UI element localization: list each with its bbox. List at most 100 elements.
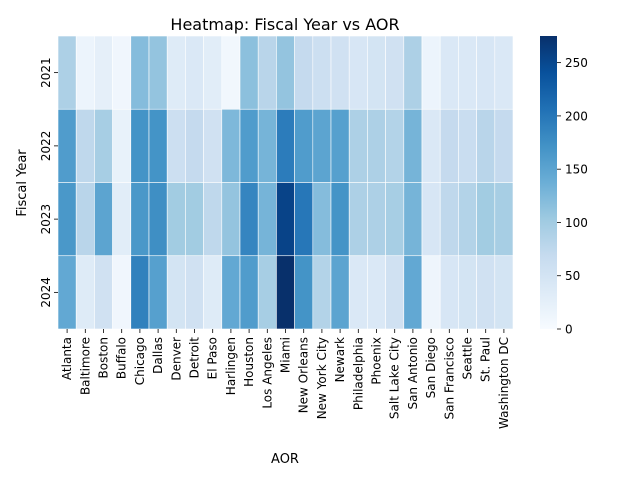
heatmap-cell xyxy=(75,255,95,330)
heatmap-cell xyxy=(148,255,168,330)
heatmap-cell xyxy=(330,35,350,110)
heatmap-cell xyxy=(294,108,314,183)
heatmap-cell xyxy=(458,108,477,183)
heatmap-cell xyxy=(221,182,241,257)
x-tick-label: San Francisco xyxy=(442,337,456,419)
x-tick-label: Houston xyxy=(242,337,256,387)
colorbar-tick-label: 50 xyxy=(565,269,580,283)
x-tick-label: Washington DC xyxy=(497,337,511,429)
heatmap-cell xyxy=(57,108,77,183)
heatmap-cell xyxy=(276,35,295,110)
y-axis-label: Fiscal Year xyxy=(15,149,30,217)
heatmap-cell xyxy=(130,35,150,110)
heatmap-cell xyxy=(276,182,295,257)
heatmap-cell xyxy=(130,182,150,257)
x-tick-label: New York City xyxy=(315,337,329,419)
heatmap-cell xyxy=(130,108,150,183)
heatmap-cell xyxy=(330,108,350,183)
heatmap-cell xyxy=(403,35,423,110)
x-tick-label: Miami xyxy=(279,337,293,373)
heatmap-cell xyxy=(476,255,496,330)
x-tick-label: San Diego xyxy=(424,337,438,398)
x-tick-label: Detroit xyxy=(188,337,202,379)
heatmap-cell xyxy=(458,35,477,110)
heatmap-cell xyxy=(276,108,295,183)
x-tick-label: Phoenix xyxy=(370,337,384,385)
heatmap-cell xyxy=(494,255,514,330)
x-tick-label: Salt Lake City xyxy=(388,337,402,419)
colorbar-tick-label: 100 xyxy=(565,216,588,230)
heatmap-cell xyxy=(166,255,186,330)
heatmap-cell xyxy=(367,35,386,110)
heatmap-cell xyxy=(476,35,496,110)
heatmap-cell xyxy=(476,182,496,257)
x-tick-label: Dallas xyxy=(151,337,165,374)
x-tick-label: Buffalo xyxy=(115,337,129,379)
y-tick-label: 2021 xyxy=(39,57,53,88)
heatmap-cell xyxy=(94,108,113,183)
heatmap-cell xyxy=(330,182,350,257)
heatmap-cell xyxy=(94,182,113,257)
heatmap-cell xyxy=(112,255,132,330)
x-tick-label: Atlanta xyxy=(60,337,74,380)
heatmap-cell xyxy=(494,182,514,257)
heatmap-cell xyxy=(385,182,405,257)
heatmap-cell xyxy=(385,108,405,183)
heatmap-cell xyxy=(257,182,277,257)
colorbar xyxy=(540,36,557,329)
heatmap-cell xyxy=(294,35,314,110)
heatmap-cell xyxy=(203,108,223,183)
heatmap-cell xyxy=(403,255,423,330)
heatmap-cell xyxy=(276,255,295,330)
heatmap-cell xyxy=(221,108,241,183)
heatmap-cell xyxy=(348,182,368,257)
x-tick-label: Boston xyxy=(97,337,111,378)
x-tick-label: San Antonio xyxy=(406,337,420,410)
heatmap-cell xyxy=(94,35,113,110)
heatmap-cell xyxy=(185,108,204,183)
heatmap-cell xyxy=(421,255,441,330)
heatmap-cell xyxy=(348,108,368,183)
heatmap-cell xyxy=(166,182,186,257)
colorbar-ticks: 0 50 100 150 200 250 xyxy=(557,56,588,337)
heatmap-cell xyxy=(203,182,223,257)
heatmap-cell xyxy=(257,35,277,110)
heatmap-cell xyxy=(203,255,223,330)
heatmap-cell xyxy=(367,108,386,183)
heatmap-cell xyxy=(75,108,95,183)
heatmap-cell xyxy=(75,182,95,257)
heatmap-cell xyxy=(439,108,459,183)
heatmap-cell xyxy=(112,35,132,110)
heatmap-cell xyxy=(239,182,259,257)
heatmap-cell xyxy=(294,255,314,330)
y-tick-label: 2022 xyxy=(39,131,53,162)
x-tick-label: Harlingen xyxy=(224,337,238,395)
heatmap-cell xyxy=(239,108,259,183)
heatmap-cells xyxy=(57,35,514,330)
heatmap-cell xyxy=(421,35,441,110)
x-tick-label: Seattle xyxy=(461,337,475,379)
heatmap-cell xyxy=(257,108,277,183)
heatmap-cell xyxy=(94,255,113,330)
x-tick-label: Chicago xyxy=(133,337,147,385)
x-axis-ticks: Atlanta Baltimore Boston Buffalo Chicago Dall… xyxy=(60,329,511,429)
heatmap-cell xyxy=(112,108,132,183)
heatmap-cell xyxy=(421,108,441,183)
y-tick-label: 2023 xyxy=(39,204,53,235)
heatmap-cell xyxy=(148,182,168,257)
heatmap-cell xyxy=(57,255,77,330)
colorbar-tick-label: 200 xyxy=(565,109,588,123)
heatmap-cell xyxy=(185,182,204,257)
heatmap-cell xyxy=(166,35,186,110)
heatmap-cell xyxy=(476,108,496,183)
x-tick-label: Denver xyxy=(169,337,183,381)
heatmap-cell xyxy=(185,255,204,330)
colorbar-tick-label: 250 xyxy=(565,56,588,70)
chart-title: Heatmap: Fiscal Year vs AOR xyxy=(170,15,399,34)
x-tick-label: Los Angeles xyxy=(260,337,274,409)
heatmap-cell xyxy=(312,108,332,183)
heatmap-cell xyxy=(385,35,405,110)
heatmap-cell xyxy=(239,35,259,110)
heatmap-cell xyxy=(312,35,332,110)
